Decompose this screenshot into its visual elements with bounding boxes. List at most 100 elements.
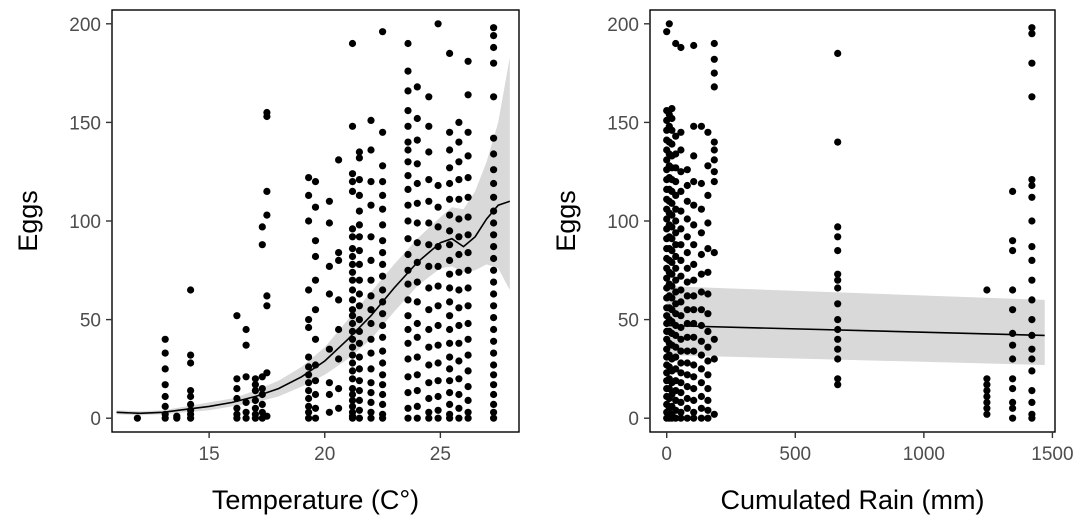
fit-line [666,324,1045,337]
data-point [464,319,472,328]
data-point [187,286,195,294]
data-point [1028,181,1036,190]
data-point [834,375,842,383]
data-point [425,148,433,156]
data-point [455,321,463,330]
chart-panel-left: 15 20 25 0 50 100 150 200 Temperature (C°) Eggs [13,9,520,515]
data-point [690,408,698,416]
data-point [455,233,463,241]
data-point [413,278,421,286]
data-point [668,270,676,278]
data-point [704,162,712,170]
data-point [161,402,169,410]
data-point [983,375,991,383]
data-point [348,286,357,294]
data-point [704,128,712,136]
data-point [325,290,333,298]
data-point [490,243,498,251]
data-point [446,389,454,397]
data-point [490,179,498,188]
data-point [710,156,718,164]
data-point [348,390,357,399]
data-point [697,365,706,373]
data-point [325,379,333,387]
data-point [683,264,691,272]
data-point [425,379,433,387]
data-point [683,333,691,341]
data-point [455,375,463,383]
data-point [672,343,680,351]
data-point [697,270,706,278]
data-point [161,349,169,357]
data-point [697,229,706,237]
data-point [1009,247,1017,255]
data-point [425,93,433,101]
data-point [311,390,320,399]
data-point [404,138,412,146]
data-point [258,223,266,231]
data-point [355,207,363,215]
data-point [697,337,706,345]
data-point [704,191,712,199]
data-point [133,414,141,422]
data-point [263,412,271,420]
data-point [434,282,442,290]
data-point [1028,176,1036,184]
data-point [690,373,698,381]
data-point [704,396,712,404]
data-point [379,28,387,36]
data-point [455,286,463,294]
data-point [305,408,313,416]
data-point [677,379,685,387]
data-point [434,20,442,28]
data-point [335,249,343,257]
data-point [490,390,498,399]
data-point [455,215,463,223]
y-tick-label: 150 [69,113,101,134]
data-point [446,377,454,385]
y-tick-label: 0 [628,409,639,430]
data-point [834,300,842,308]
data-point [1009,385,1017,393]
data-point [413,83,421,91]
data-point [446,400,454,408]
data-point [683,166,691,174]
data-point [242,398,250,406]
data-point [425,414,433,422]
data-point [683,278,691,286]
data-point [355,302,363,310]
data-point [690,152,698,160]
data-point [367,146,375,154]
data-point [690,41,698,50]
data-point [455,404,463,412]
data-point [305,402,313,410]
data-point [258,385,266,393]
data-point [668,140,676,148]
data-point [690,241,698,249]
data-point [348,276,357,284]
data-point [161,392,169,401]
data-point [305,217,313,225]
data-point [251,375,259,383]
data-point [348,402,357,410]
data-point [311,414,320,422]
data-point [1009,404,1017,412]
data-point [690,201,698,209]
data-point [404,296,412,304]
data-point [490,266,498,274]
data-point [490,150,498,158]
data-point [348,306,357,314]
data-point [335,325,343,334]
data-point [446,365,454,373]
data-point [355,176,363,184]
data-point [690,292,698,300]
data-point [263,292,271,300]
data-point [325,197,333,205]
data-point [348,375,357,383]
data-point [834,138,842,146]
data-point [677,359,685,367]
data-point [348,312,357,320]
data-point [710,39,718,48]
data-point [677,168,685,176]
data-point [413,387,421,395]
